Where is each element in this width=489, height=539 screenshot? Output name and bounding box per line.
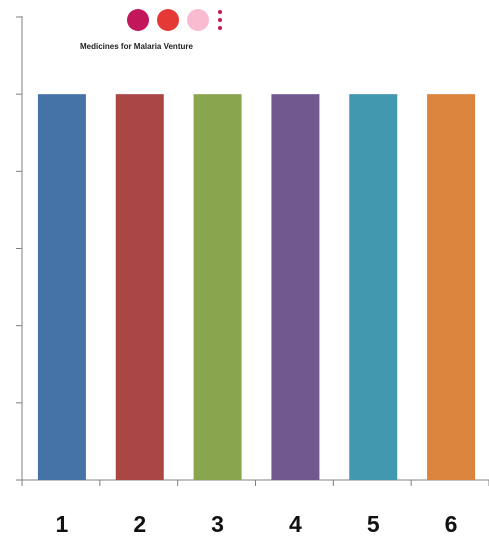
bar-6 [427, 94, 476, 481]
x-axis-ticks [21, 480, 489, 486]
x-axis-tick-labels: 1 2 3 4 5 6 [56, 511, 458, 537]
x-tick-label-2: 2 [133, 511, 146, 537]
bar-series [37, 94, 476, 481]
bar-3 [193, 94, 242, 481]
logo-circle-2 [157, 9, 179, 31]
logo-text: Medicines for Malaria Venture [80, 42, 193, 51]
bar-1 [37, 94, 86, 481]
bar-4 [271, 94, 320, 481]
x-tick-label-5: 5 [367, 511, 380, 537]
plot-area: 1 2 3 4 5 6 [16, 16, 489, 537]
logo-dot-2 [218, 18, 222, 22]
bar-2 [115, 94, 164, 481]
logo-dot-1 [218, 10, 222, 14]
y-axis-ticks [16, 16, 22, 481]
x-tick-label-3: 3 [211, 511, 224, 537]
logo-circle-1 [127, 9, 149, 31]
bar-5 [349, 94, 398, 481]
logo-circle-3 [187, 9, 209, 31]
logo-dot-3 [218, 26, 222, 30]
logo: Medicines for Malaria Venture [80, 9, 222, 51]
x-tick-label-4: 4 [289, 511, 302, 537]
x-tick-label-6: 6 [445, 511, 458, 537]
x-tick-label-1: 1 [56, 511, 69, 537]
